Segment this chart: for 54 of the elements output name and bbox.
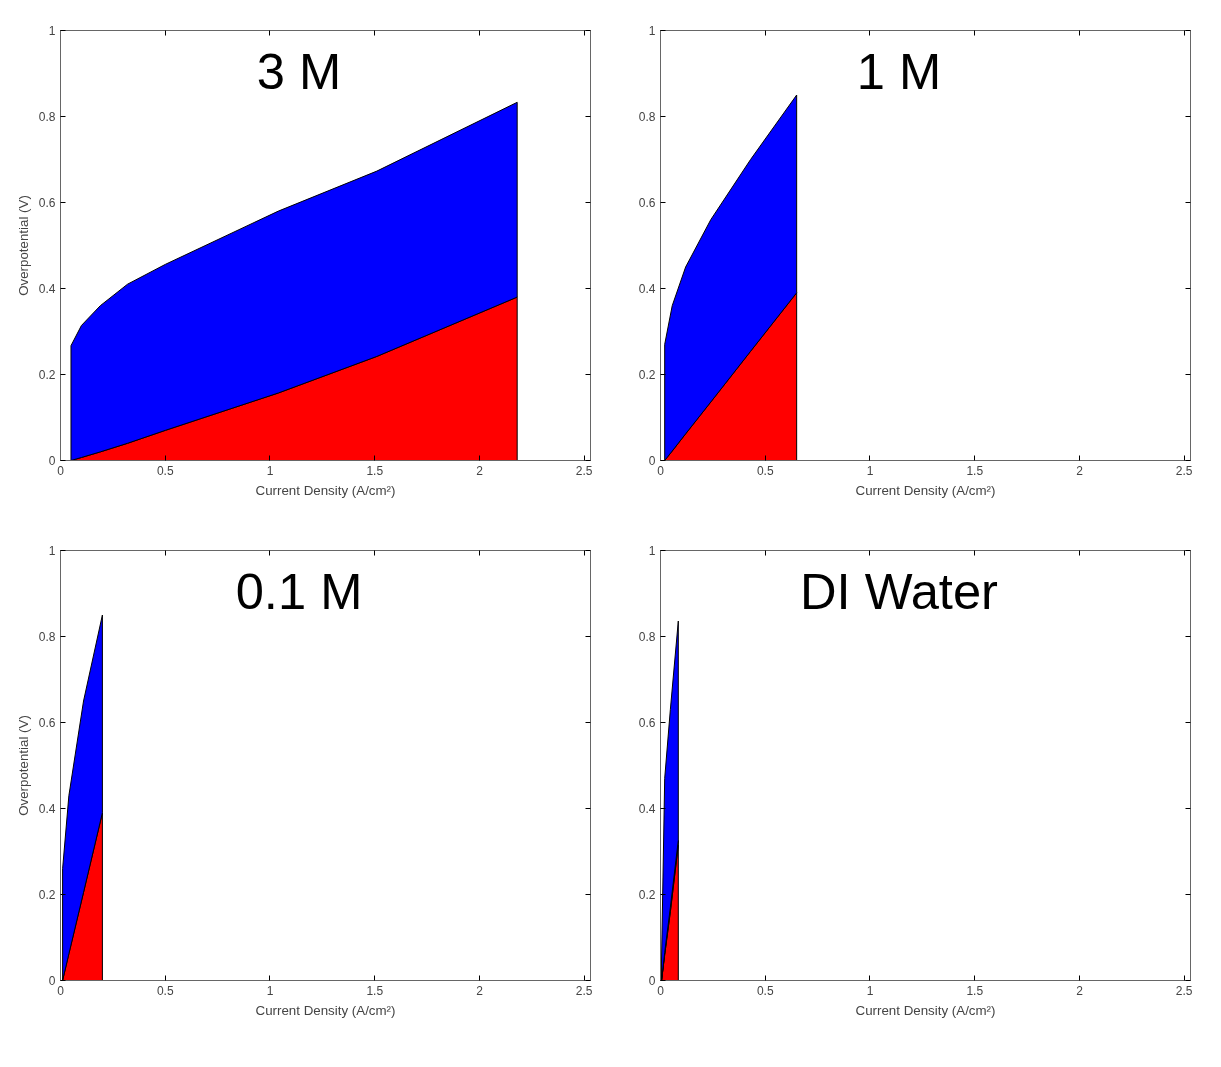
y-tick-label: 0.2 xyxy=(638,368,656,382)
y-tick-label: 0.6 xyxy=(638,716,656,730)
y-tick-label: 1 xyxy=(48,24,56,38)
y-tick-label: 0.2 xyxy=(38,368,56,382)
x-axis-title: Current Density (A/cm²) xyxy=(855,1002,996,1018)
y-tick-label: 0.8 xyxy=(38,630,56,644)
x-tick-label: 2 xyxy=(1076,463,1084,478)
x-tick-label: 0.5 xyxy=(756,983,774,998)
x-tick-label: 1 xyxy=(866,463,874,478)
y-tick-label: 0 xyxy=(648,974,656,988)
x-tick-label: 2.5 xyxy=(1175,983,1193,998)
y-tick-label: 0.8 xyxy=(638,110,656,124)
x-axis-title: Current Density (A/cm²) xyxy=(855,482,996,498)
x-tick-label: 0.5 xyxy=(756,463,774,478)
x-tick-label: 2.5 xyxy=(575,983,593,998)
y-tick-label: 0 xyxy=(48,974,56,988)
y-tick-label: 0.4 xyxy=(38,802,56,816)
y-tick-label: 0.2 xyxy=(638,888,656,902)
x-tick-label: 2.5 xyxy=(1175,463,1193,478)
y-tick-label: 0.6 xyxy=(638,196,656,210)
x-tick-label: 0.5 xyxy=(156,463,174,478)
x-axis-title: Current Density (A/cm²) xyxy=(255,1002,396,1018)
x-tick-label: 1.5 xyxy=(366,983,384,998)
x-tick-label: 1.5 xyxy=(366,463,384,478)
chart-title: 1 M xyxy=(856,43,942,101)
x-axis-title: Current Density (A/cm²) xyxy=(255,482,396,498)
y-axis-title: Overpotential (V) xyxy=(15,715,31,816)
y-tick-label: 0.4 xyxy=(638,282,656,296)
x-tick-label: 2 xyxy=(476,463,484,478)
chart-title: DI Water xyxy=(800,563,999,621)
y-tick-label: 0.4 xyxy=(38,282,56,296)
x-tick-label: 1.5 xyxy=(966,463,984,478)
x-tick-label: 0.5 xyxy=(156,983,174,998)
y-tick-label: 0.2 xyxy=(38,888,56,902)
chart-title: 0.1 M xyxy=(235,563,363,621)
y-tick-label: 0.6 xyxy=(38,716,56,730)
x-tick-label: 1.5 xyxy=(966,983,984,998)
y-tick-label: 1 xyxy=(648,544,656,558)
x-tick-label: 2 xyxy=(1076,983,1084,998)
y-tick-label: 1 xyxy=(48,544,56,558)
y-tick-label: 0 xyxy=(648,454,656,468)
y-tick-label: 0.8 xyxy=(638,630,656,644)
y-tick-label: 0.8 xyxy=(38,110,56,124)
chart-title: 3 M xyxy=(256,43,342,101)
y-tick-label: 0.6 xyxy=(38,196,56,210)
y-tick-label: 0 xyxy=(48,454,56,468)
x-tick-label: 1 xyxy=(866,983,874,998)
x-tick-label: 2.5 xyxy=(575,463,593,478)
y-tick-label: 0.4 xyxy=(638,802,656,816)
y-axis-title: Overpotential (V) xyxy=(15,195,31,296)
x-tick-label: 1 xyxy=(266,983,274,998)
y-tick-label: 1 xyxy=(648,24,656,38)
x-tick-label: 1 xyxy=(266,463,274,478)
x-tick-label: 2 xyxy=(476,983,484,998)
